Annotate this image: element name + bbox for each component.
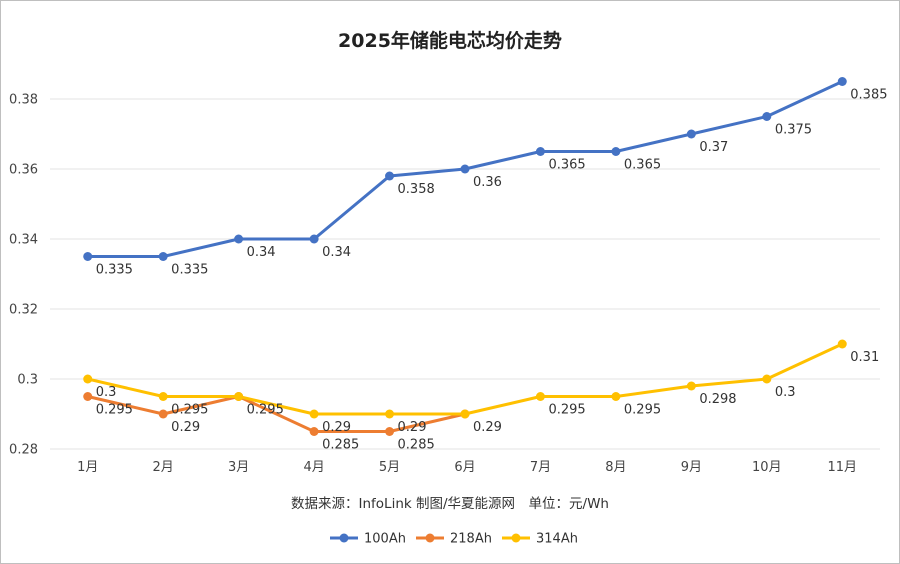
data-label-314Ah: 0.295 [171, 403, 208, 418]
data-label-314Ah: 0.31 [850, 350, 879, 365]
legend-label: 218Ah [450, 532, 492, 547]
x-tick-label: 4月 [303, 460, 324, 475]
data-point-100Ah [460, 164, 470, 174]
data-label-314Ah: 0.295 [247, 403, 284, 418]
legend-label: 100Ah [364, 532, 406, 547]
data-label-218Ah: 0.285 [398, 438, 435, 453]
data-point-218Ah [309, 427, 319, 436]
data-label-100Ah: 0.375 [775, 123, 812, 138]
x-tick-label: 5月 [379, 460, 400, 475]
data-point-314Ah [611, 392, 621, 401]
legend-marker [511, 533, 521, 543]
data-point-314Ah [762, 374, 772, 384]
data-point-314Ah [460, 409, 470, 419]
y-axis-ticks: 0.28 0.3 0.32 0.34 0.36 0.38 [9, 93, 38, 458]
data-label-100Ah: 0.335 [96, 263, 133, 278]
y-tick-label: 0.28 [9, 443, 38, 458]
x-tick-label: 7月 [530, 460, 551, 475]
data-label-100Ah: 0.358 [398, 182, 435, 197]
x-tick-label: 11月 [827, 460, 857, 475]
data-label-100Ah: 0.34 [247, 245, 276, 260]
data-label-100Ah: 0.365 [548, 158, 585, 173]
legend: 100Ah 218Ah 314Ah [330, 532, 578, 547]
data-label-314Ah: 0.3 [775, 385, 796, 400]
legend-marker [425, 533, 435, 543]
data-point-314Ah [83, 374, 93, 384]
data-point-100Ah [611, 147, 621, 156]
data-point-100Ah [309, 234, 319, 244]
data-label-314Ah: 0.29 [473, 420, 502, 435]
series-314Ah [83, 339, 847, 419]
data-point-100Ah [762, 112, 772, 121]
x-tick-label: 3月 [228, 460, 249, 475]
x-tick-label: 8月 [605, 460, 626, 475]
data-point-100Ah [385, 171, 395, 181]
data-label-100Ah: 0.37 [699, 140, 728, 155]
source-note: 数据来源：InfoLink 制图/华夏能源网 单位：元/Wh [291, 496, 609, 512]
x-tick-label: 10月 [752, 460, 782, 475]
data-label-100Ah: 0.36 [473, 175, 502, 190]
data-point-314Ah [535, 392, 545, 401]
data-label-314Ah: 0.298 [699, 392, 736, 407]
data-point-218Ah [385, 427, 395, 436]
y-tick-label: 0.38 [9, 93, 38, 108]
legend-item-218Ah: 218Ah [416, 532, 492, 547]
data-point-100Ah [83, 252, 93, 261]
data-label-100Ah: 0.335 [171, 263, 208, 278]
data-point-314Ah [158, 392, 168, 401]
data-point-314Ah [234, 392, 244, 401]
data-point-314Ah [837, 339, 847, 349]
x-tick-label: 9月 [681, 460, 702, 475]
legend-item-100Ah: 100Ah [330, 532, 406, 547]
legend-marker [339, 533, 349, 543]
data-point-100Ah [535, 147, 545, 156]
data-point-100Ah [686, 129, 696, 139]
chart-title: 2025年储能电芯均价走势 [338, 29, 562, 52]
x-tick-label: 1月 [77, 460, 98, 475]
data-label-314Ah: 0.295 [624, 403, 661, 418]
legend-label: 314Ah [536, 532, 578, 547]
x-axis-ticks: 1月 2月 3月 4月 5月 6月 7月 8月 9月 10月 11月 [77, 460, 857, 475]
data-label-218Ah: 0.285 [322, 438, 359, 453]
data-point-100Ah [158, 252, 168, 261]
data-labels: 0.335 0.335 0.34 0.34 0.358 0.36 0.365 0.365 0.3… [96, 88, 888, 453]
data-label-218Ah: 0.295 [96, 403, 133, 418]
data-label-314Ah: 0.29 [322, 420, 351, 435]
x-tick-label: 2月 [153, 460, 174, 475]
legend-item-314Ah: 314Ah [502, 532, 578, 547]
series-100Ah [83, 77, 847, 261]
y-tick-label: 0.36 [9, 163, 38, 178]
y-tick-label: 0.32 [9, 303, 38, 318]
y-tick-label: 0.34 [9, 233, 38, 248]
data-label-100Ah: 0.365 [624, 158, 661, 173]
data-point-218Ah [158, 409, 168, 419]
data-label-314Ah: 0.295 [548, 403, 585, 418]
data-point-314Ah [385, 409, 395, 419]
data-label-100Ah: 0.34 [322, 245, 351, 260]
series-line-218Ah [86, 395, 467, 433]
data-label-100Ah: 0.385 [850, 88, 887, 103]
data-point-314Ah [309, 409, 319, 419]
data-point-314Ah [686, 381, 696, 391]
data-point-100Ah [837, 77, 847, 86]
data-point-100Ah [234, 234, 244, 244]
y-tick-label: 0.3 [17, 373, 38, 388]
data-point-218Ah [83, 392, 93, 401]
data-label-218Ah: 0.29 [171, 420, 200, 435]
data-label-314Ah: 0.3 [96, 385, 117, 400]
x-tick-label: 6月 [454, 460, 475, 475]
series-lines [83, 77, 847, 436]
data-label-314Ah: 0.29 [398, 420, 427, 435]
